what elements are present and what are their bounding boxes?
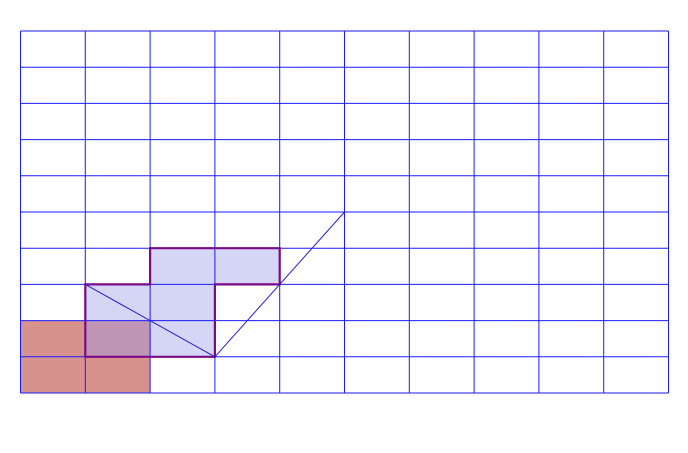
shapes-layer bbox=[20, 248, 280, 393]
red-shaded-region-cell-0 bbox=[20, 356, 86, 393]
purple-shaded-region-cell-3 bbox=[150, 284, 215, 321]
diagonal-line-b bbox=[214, 211, 345, 358]
red-shaded-region-cell-3 bbox=[85, 320, 151, 357]
red-shaded-region-cell-2 bbox=[20, 320, 86, 357]
purple-region-border bbox=[84, 247, 281, 358]
purple-shaded-region-cell-4 bbox=[150, 248, 215, 285]
purple-shaded-region-cell-5 bbox=[214, 248, 280, 285]
purple-region-outline bbox=[84, 247, 281, 358]
diagonal-lines bbox=[85, 211, 345, 358]
diagonal-line-a bbox=[85, 283, 216, 358]
grid-lines bbox=[20, 30, 669, 394]
red-shaded-region-cell-1 bbox=[85, 356, 151, 393]
purple-shaded-region-cell-0 bbox=[85, 320, 151, 357]
